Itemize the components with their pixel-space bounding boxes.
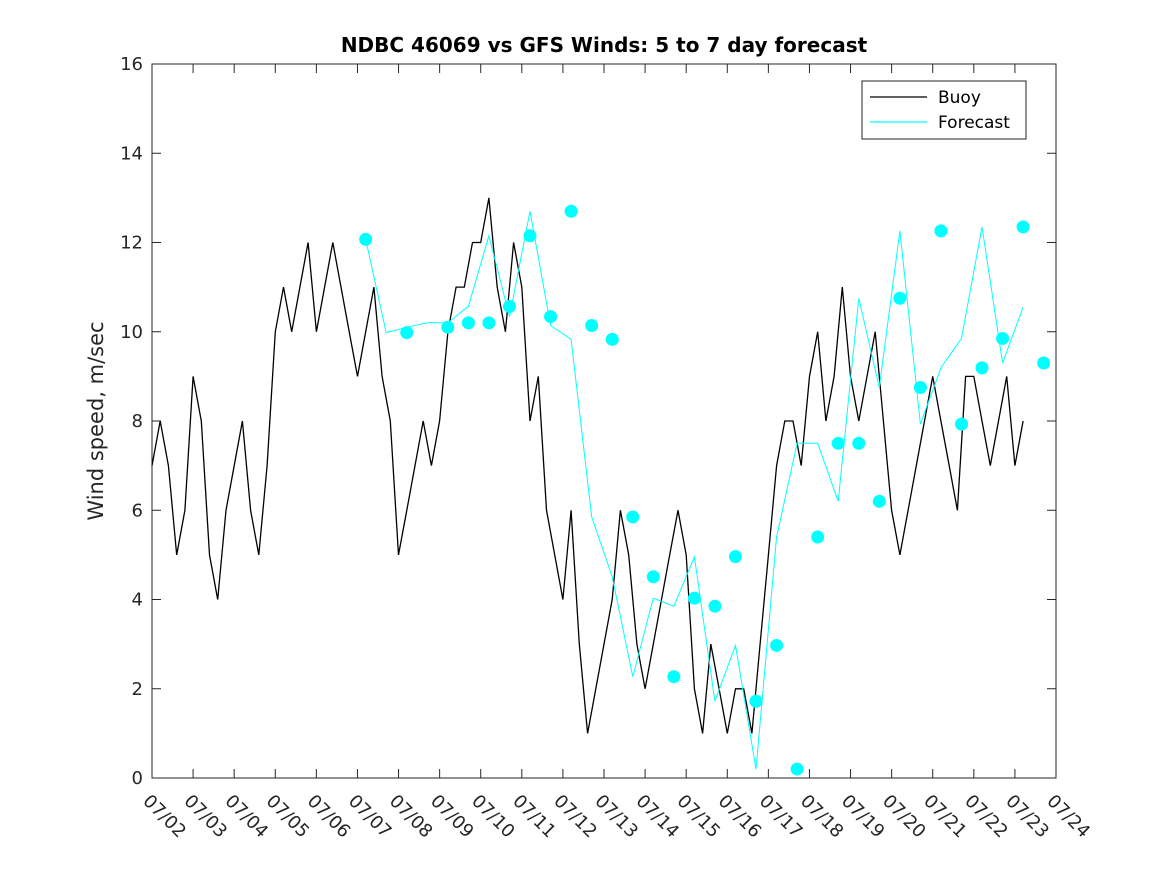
forecast-marker-point (359, 232, 373, 246)
forecast-marker-point (585, 319, 599, 333)
forecast-marker-point (790, 762, 804, 776)
forecast-marker-point (831, 436, 845, 450)
plot-area (151, 63, 1057, 779)
forecast-marker-point (626, 510, 640, 524)
forecast-marker-point (872, 494, 886, 508)
y-tick-label: 10 (120, 322, 143, 343)
forecast-marker-point (544, 310, 558, 324)
forecast-marker-point (605, 332, 619, 346)
forecast-marker-point (954, 417, 968, 431)
legend-box (861, 80, 1027, 140)
legend-buoy-label: Buoy (938, 88, 981, 108)
y-tick-label: 4 (132, 590, 143, 611)
forecast-marker-point (728, 550, 742, 564)
forecast-series-line (365, 211, 1024, 770)
forecast-marker-point (934, 224, 948, 238)
forecast-marker-point (687, 591, 701, 605)
y-tick-label: 6 (132, 500, 143, 521)
forecast-marker-point (975, 361, 989, 375)
legend: Buoy Forecast (861, 80, 1027, 140)
chart-title: NDBC 46069 vs GFS Winds: 5 to 7 day fore… (341, 33, 868, 57)
forecast-marker-point (1037, 356, 1051, 370)
forecast-marker-point (482, 316, 496, 330)
y-tick-label: 12 (120, 233, 143, 254)
y-tick-label: 2 (132, 679, 143, 700)
forecast-marker-point (708, 599, 722, 613)
forecast-markers (359, 204, 1051, 776)
series-layer (151, 197, 1024, 770)
y-tick-label: 16 (120, 54, 143, 75)
forecast-marker-point (996, 331, 1010, 345)
forecast-marker-point (400, 326, 414, 340)
y-tick-label: 0 (132, 768, 143, 789)
forecast-marker-point (523, 229, 537, 243)
y-tick-label: 14 (120, 143, 143, 164)
buoy-series-line (151, 197, 1024, 734)
forecast-marker-point (564, 204, 578, 218)
legend-forecast-label: Forecast (938, 113, 1010, 133)
forecast-marker-point (461, 316, 475, 330)
forecast-marker-point (852, 436, 866, 450)
forecast-marker-point (646, 570, 660, 584)
y-axis-ticks: 0 2 4 6 8 10 12 14 16 (120, 54, 1056, 789)
forecast-marker-point (441, 320, 455, 334)
forecast-marker-point (502, 299, 516, 313)
forecast-marker-point (770, 638, 784, 652)
y-tick-label: 8 (132, 411, 143, 432)
forecast-marker-point (667, 670, 681, 684)
forecast-marker-point (893, 291, 907, 305)
forecast-marker-point (811, 530, 825, 544)
forecast-marker-point (749, 694, 763, 708)
forecast-marker-point (913, 381, 927, 395)
forecast-marker-point (1016, 220, 1030, 234)
y-axis-label: Wind speed, m/sec (84, 321, 108, 520)
